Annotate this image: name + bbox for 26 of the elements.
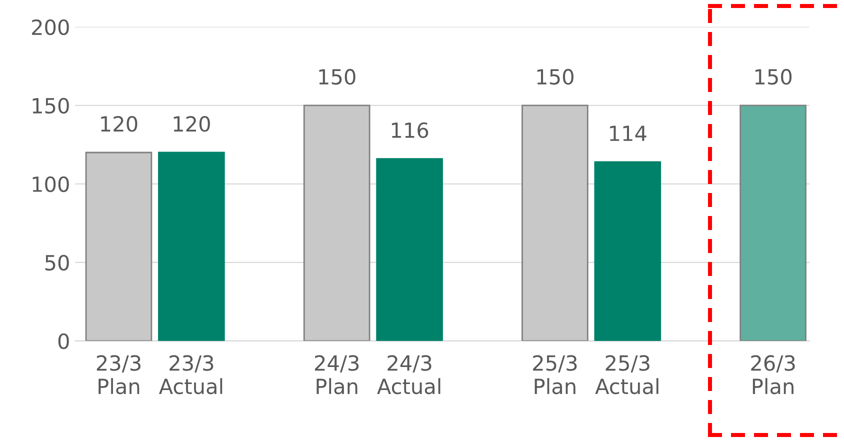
data-label: 150 bbox=[755, 68, 792, 85]
x-tick-label: 25/3 Actual bbox=[595, 355, 658, 394]
bar bbox=[740, 104, 806, 341]
bar bbox=[158, 152, 225, 341]
x-tick-label: 23/3 Plan bbox=[96, 355, 140, 394]
data-label: 150 bbox=[537, 68, 574, 85]
data-label: 114 bbox=[610, 126, 646, 141]
x-tick-label: 25/3 Plan bbox=[533, 355, 577, 394]
data-label: 120 bbox=[174, 116, 210, 132]
x-tick-label: 24/3 Actual bbox=[377, 355, 440, 394]
bar bbox=[85, 152, 152, 341]
y-tick-label: 50 bbox=[45, 254, 69, 271]
bar bbox=[522, 104, 588, 341]
x-tick-label: 23/3 Actual bbox=[158, 355, 222, 394]
data-label: 150 bbox=[319, 68, 356, 85]
y-tick-label: 150 bbox=[32, 98, 69, 114]
data-label: 120 bbox=[101, 116, 138, 132]
bar bbox=[303, 104, 370, 341]
bar bbox=[594, 161, 662, 341]
y-tick-label: 100 bbox=[32, 176, 69, 192]
y-tick-label: 200 bbox=[32, 19, 69, 36]
data-label: 116 bbox=[392, 122, 428, 138]
y-tick-label: 0 bbox=[58, 333, 69, 350]
x-tick-label: 26/3 Plan bbox=[751, 355, 795, 394]
bar bbox=[376, 158, 443, 341]
x-tick-label: 24/3 Plan bbox=[314, 355, 359, 394]
